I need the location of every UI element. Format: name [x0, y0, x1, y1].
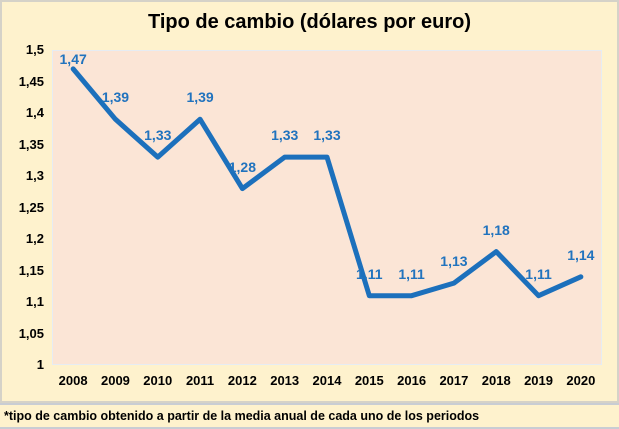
- data-point-label: 1,11: [398, 265, 425, 282]
- y-axis-tick-label: 1,25: [18, 199, 44, 215]
- data-point-label: 1,33: [271, 127, 299, 144]
- data-point-label: 1,11: [525, 265, 552, 282]
- y-axis-tick-label: 1,1: [25, 294, 44, 309]
- y-axis-tick-label: 1,2: [25, 231, 44, 246]
- x-axis-tick-label: 2008: [58, 373, 88, 388]
- data-point-label: 1,18: [482, 221, 510, 238]
- x-axis-tick-label: 2009: [100, 373, 130, 388]
- data-point-label: 1,33: [144, 127, 172, 144]
- data-point-label: 1,28: [228, 158, 256, 175]
- data-point-label: 1,39: [101, 89, 130, 106]
- data-point-label: 1,39: [186, 89, 214, 106]
- line-series-layer: [70, 66, 584, 299]
- plot-area: [52, 50, 602, 365]
- data-point-label: 1,14: [567, 246, 595, 263]
- x-axis-tick-label: 2012: [227, 373, 257, 388]
- x-axis-tick-label: 2017: [439, 373, 469, 388]
- y-axis-tick-label: 1,3: [25, 168, 44, 183]
- x-axis-tick-label: 2019: [524, 373, 553, 388]
- x-axis-tick-label: 2010: [143, 373, 173, 388]
- x-axis-tick-label: 2020: [566, 373, 596, 388]
- exchange-rate-chart: Tipo de cambio (dólares por euro) 1 1,05 1…: [0, 0, 619, 403]
- data-point-label: 1,11: [356, 265, 383, 282]
- footnote-text: *tipo de cambio obtenido a partir de la …: [4, 409, 480, 423]
- x-axis-tick-label: 2016: [397, 373, 427, 388]
- exchange-rate-line: [70, 66, 584, 299]
- y-axis-tick-label: 1,45: [18, 73, 44, 89]
- y-axis-tick-label: 1,4: [25, 105, 44, 120]
- chart-title: Tipo de cambio (dólares por euro): [147, 11, 471, 33]
- x-axis-tick-label: 2013: [270, 373, 300, 388]
- y-axis-tick-label: 1,05: [18, 325, 44, 341]
- x-axis-tick-label: 2011: [185, 373, 215, 388]
- data-point-label: 1,33: [313, 127, 341, 144]
- x-axis-tick-label: 2015: [354, 373, 384, 388]
- data-point-label: 1,13: [440, 253, 468, 270]
- x-axis-tick-label: 2014: [312, 373, 342, 388]
- footnote-band: *tipo de cambio obtenido a partir de la …: [0, 403, 619, 429]
- y-axis-tick-label: 1,35: [18, 136, 44, 152]
- y-axis-tick-label: 1: [36, 357, 44, 372]
- y-axis-tick-label: 1,5: [25, 42, 44, 57]
- data-point-label: 1,47: [59, 51, 87, 67]
- y-axis-tick-label: 1,15: [18, 262, 44, 278]
- x-axis-tick-label: 2018: [481, 373, 511, 388]
